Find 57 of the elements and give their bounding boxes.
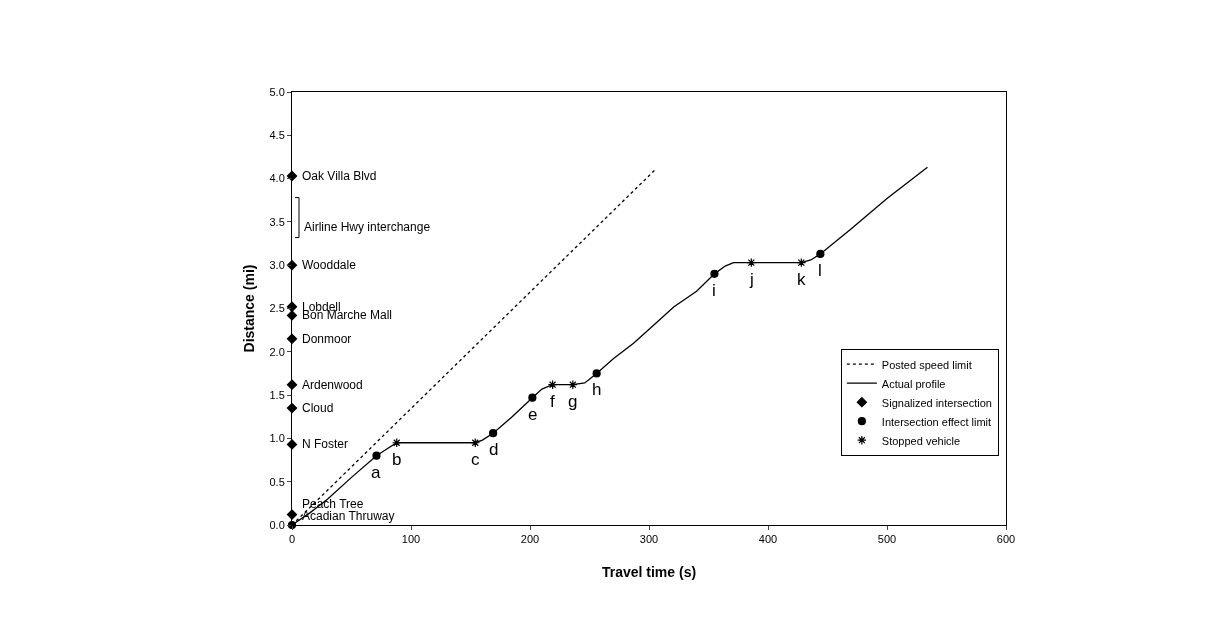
point — [372, 451, 381, 460]
point — [710, 269, 719, 278]
annotation: Airline Hwy interchange — [304, 220, 431, 234]
x-tick-label: 300 — [639, 533, 659, 546]
y-tick-label: 0.0 — [269, 518, 285, 531]
y-tick-label: 4.0 — [269, 172, 285, 185]
point — [547, 379, 558, 390]
annotation: Donmoor — [302, 332, 352, 346]
x-tick-label: 500 — [877, 533, 897, 546]
annotation: b — [392, 450, 402, 469]
point — [796, 257, 807, 268]
point — [568, 379, 578, 390]
legend-label: Signalized intersection — [881, 396, 992, 409]
point — [391, 437, 402, 448]
annotation: d — [489, 440, 499, 459]
y-axis-title: Distance (mi) — [241, 264, 257, 353]
x-axis-title: Travel time (s) — [601, 564, 697, 580]
x-tick-label: 600 — [996, 533, 1016, 546]
y-tick-label: 2.0 — [269, 345, 285, 358]
point — [470, 437, 481, 448]
annotation: e — [528, 405, 538, 424]
annotation: N Foster — [302, 437, 349, 451]
annotation: Wooddale — [302, 258, 357, 272]
point — [746, 257, 757, 268]
point — [489, 429, 498, 438]
annotation: g — [568, 392, 578, 411]
annotation: c — [471, 450, 480, 469]
point — [592, 369, 601, 378]
annotation: i — [712, 281, 716, 300]
y-tick-label: 2.5 — [269, 302, 285, 315]
point — [816, 249, 825, 259]
annotation: Oak Villa Blvd — [302, 169, 377, 183]
annotation: a — [371, 463, 381, 482]
legend-label: Actual profile — [881, 377, 946, 390]
x-tick-label: 400 — [758, 533, 778, 546]
point — [528, 393, 537, 402]
y-tick-label: 3.0 — [269, 259, 285, 272]
y-tick-label: 0.5 — [269, 475, 285, 488]
annotation: Ardenwood — [302, 378, 363, 392]
annotation: l — [818, 261, 822, 280]
legend-label: Posted speed limit — [881, 358, 972, 371]
y-tick-label: 4.5 — [269, 129, 285, 142]
annotation: Cloud — [302, 401, 334, 415]
annotation: k — [797, 270, 806, 289]
x-tick-label: 200 — [520, 533, 540, 546]
legend-label: Intersection effect limit — [881, 415, 992, 428]
x-tick-label: 0 — [288, 533, 296, 546]
y-tick-label: 5.0 — [269, 85, 285, 98]
y-tick-label: 1.5 — [269, 388, 285, 401]
annotation: f — [550, 392, 555, 411]
annotation: Acadian Thruway — [302, 509, 395, 523]
y-tick-label: 1.0 — [269, 432, 285, 445]
y-tick-label: 3.5 — [269, 215, 285, 228]
annotation: j — [749, 270, 754, 289]
annotation: h — [592, 380, 602, 399]
x-tick-label: 100 — [401, 533, 421, 546]
legend-label: Stopped vehicle — [881, 434, 961, 447]
